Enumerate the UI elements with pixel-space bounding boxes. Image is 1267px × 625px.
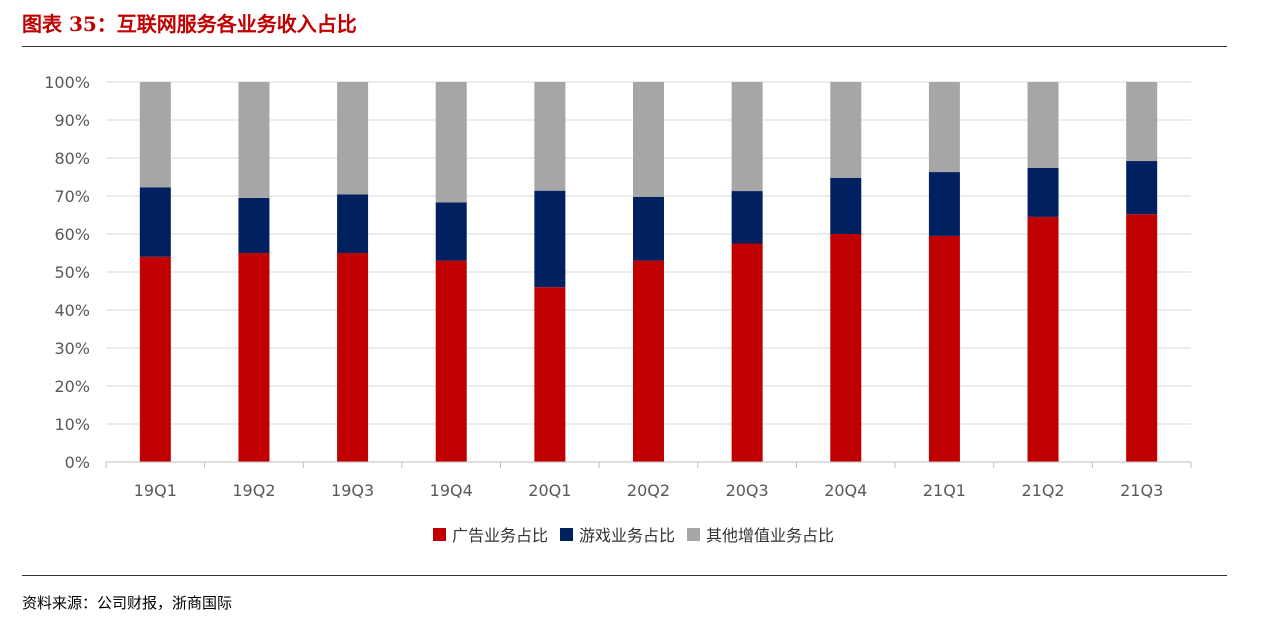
legend-label: 其他增值业务占比 (706, 526, 835, 545)
bar-segment (238, 197, 270, 253)
bar-segment (435, 82, 467, 203)
bar-segment (830, 234, 862, 462)
y-tick-label: 100% (44, 73, 90, 92)
x-tick-label: 20Q4 (824, 481, 867, 500)
bar-segment (633, 196, 664, 261)
bar-segment (731, 243, 763, 462)
x-tick-label: 20Q2 (627, 481, 670, 500)
stacked-bar-chart: 0% 10% 20% 30% 40% 50% 60% 70% 80% 90% 100% 19Q1 19Q… (44, 73, 1192, 500)
x-tick-label: 20Q3 (726, 481, 769, 500)
bar-segment (633, 260, 664, 462)
bar-segment (139, 256, 171, 462)
bar-segment (435, 202, 467, 261)
bar-segment (337, 253, 369, 462)
bar-segment (139, 82, 171, 188)
bar-segment (1027, 82, 1059, 168)
legend-item: 广告业务占比 (432, 522, 548, 546)
x-tick-label: 21Q1 (923, 481, 966, 500)
bar-segment (1126, 161, 1158, 215)
chart-area: 0% 10% 20% 30% 40% 50% 60% 70% 80% 90% 100% 19Q1 19Q… (0, 56, 1267, 556)
top-divider (22, 46, 1227, 47)
bar-segment (534, 190, 566, 288)
legend-swatch (687, 527, 700, 541)
axes: 0% 10% 20% 30% 40% 50% 60% 70% 80% 90% 100% 19Q1 19Q… (44, 73, 1192, 500)
x-tick-label: 21Q2 (1021, 481, 1064, 500)
x-tick-label: 19Q2 (232, 481, 275, 500)
bar-segment (928, 172, 960, 236)
x-tick-label: 21Q3 (1120, 481, 1163, 500)
y-tick-label: 90% (54, 111, 90, 130)
bars (139, 82, 1158, 462)
x-tick-label: 19Q3 (331, 481, 374, 500)
bar-segment (830, 82, 862, 178)
bar-segment (731, 82, 763, 192)
bar-segment (139, 187, 171, 257)
x-tick-label: 20Q1 (528, 481, 571, 500)
bar-segment (534, 82, 566, 191)
bar-segment (928, 235, 960, 462)
legend-item: 游戏业务占比 (559, 522, 675, 546)
y-tick-label: 80% (54, 149, 90, 168)
bar-segment (337, 194, 369, 253)
legend-label: 游戏业务占比 (578, 526, 675, 545)
bar-segment (1027, 216, 1059, 462)
y-tick-label: 10% (54, 415, 90, 434)
bar-segment (435, 260, 467, 462)
y-tick-label: 50% (54, 263, 90, 282)
bar-segment (1126, 82, 1158, 162)
x-tick-label: 19Q4 (430, 481, 473, 500)
bar-segment (238, 253, 270, 462)
legend-swatch (432, 527, 446, 541)
y-tick-label: 40% (54, 301, 90, 320)
bar-segment (633, 82, 664, 197)
bar-segment (830, 177, 862, 234)
legend-label: 广告业务占比 (451, 526, 548, 545)
source-note: 资料来源：公司财报，浙商国际 (22, 594, 233, 612)
y-tick-label: 20% (54, 377, 90, 396)
bar-segment (1027, 167, 1059, 217)
y-tick-label: 30% (54, 339, 90, 358)
bar-segment (731, 191, 763, 244)
bar-segment (928, 82, 960, 173)
bar-segment (1126, 214, 1158, 462)
chart-legend: 广告业务占比 游戏业务占比 其他增值业务占比 (0, 522, 1267, 546)
bar-segment (534, 287, 566, 462)
legend-swatch (559, 527, 573, 541)
bottom-divider (22, 575, 1227, 576)
y-tick-label: 70% (54, 187, 90, 206)
y-tick-label: 0% (65, 453, 90, 472)
x-tick-label: 19Q1 (134, 481, 177, 500)
chart-title: 图表 35：互联网服务各业务收入占比 (22, 12, 357, 36)
y-tick-label: 60% (54, 225, 90, 244)
bar-segment (238, 82, 270, 198)
bar-segment (337, 82, 369, 195)
legend-item: 其他增值业务占比 (687, 522, 834, 546)
